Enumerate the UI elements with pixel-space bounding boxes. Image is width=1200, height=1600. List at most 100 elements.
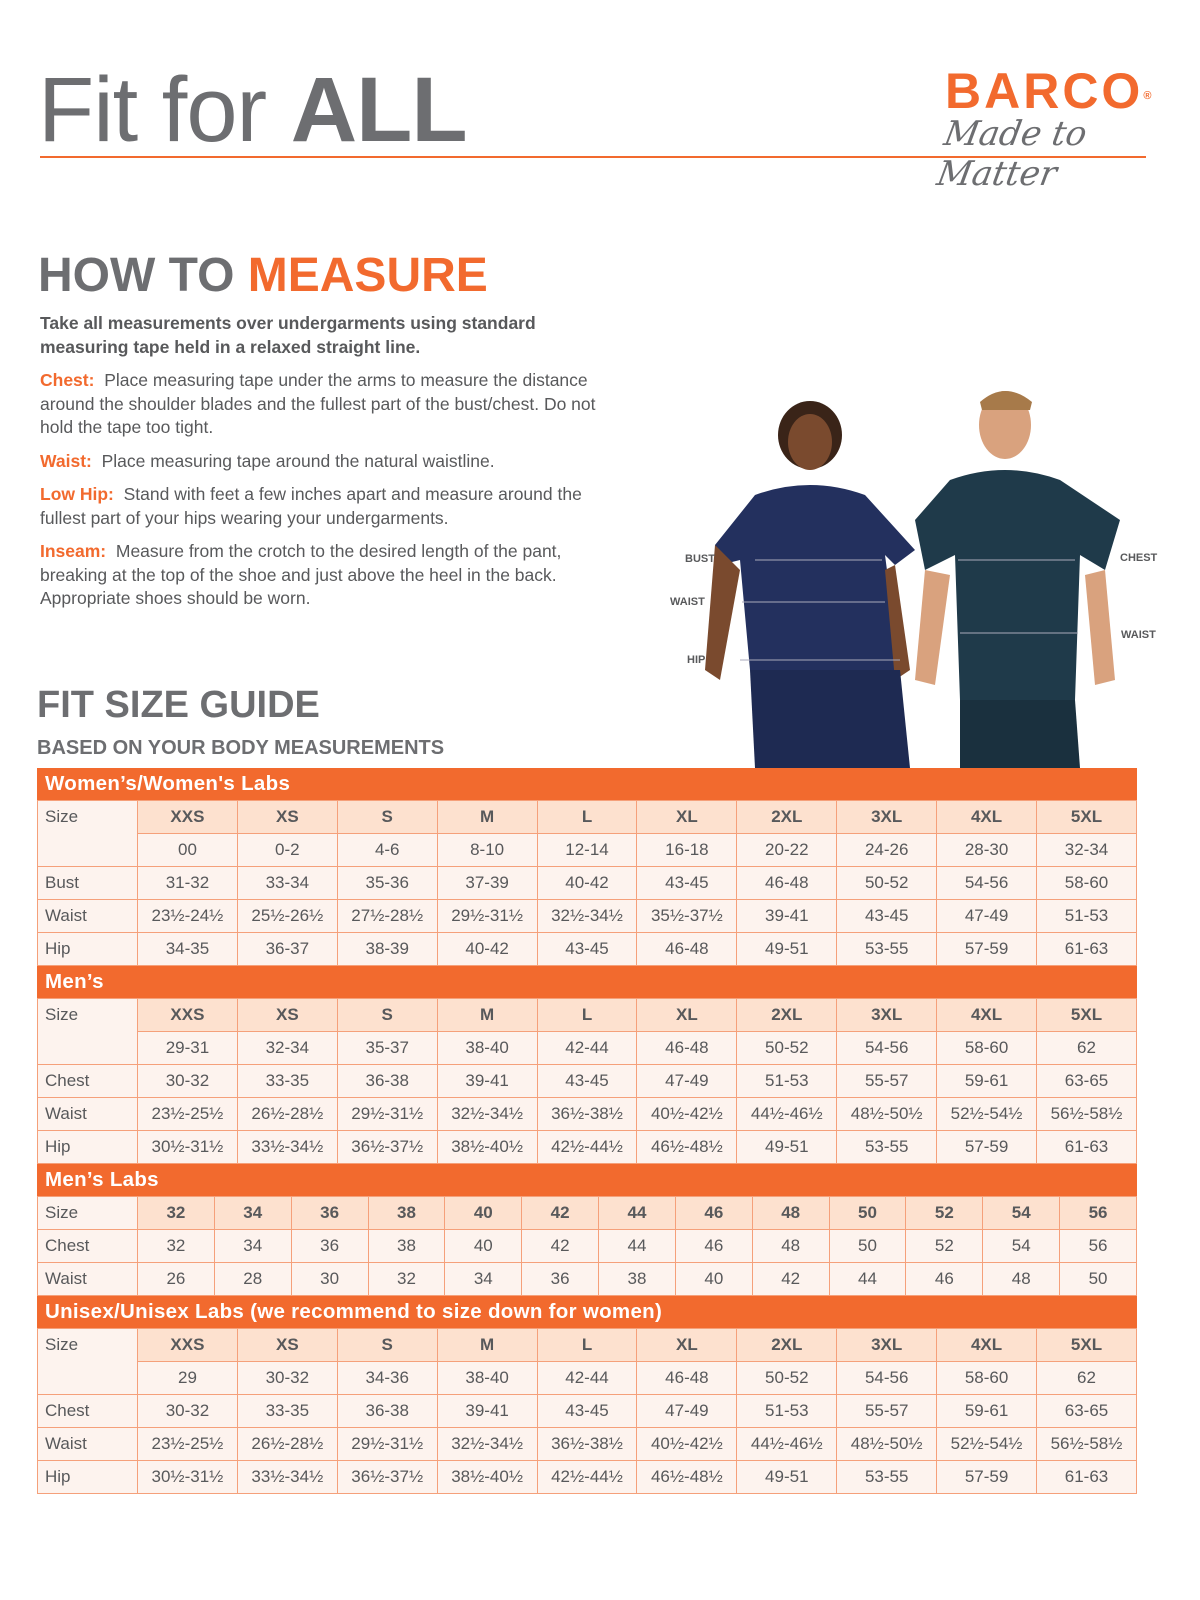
- measurement-cell: 43-45: [536, 932, 638, 966]
- measurement-cell: 49-51: [736, 1130, 838, 1164]
- instruction-key: Low Hip:: [40, 484, 114, 504]
- measurement-cell: 36: [290, 1229, 369, 1263]
- size-cell: 46: [674, 1196, 753, 1230]
- measurement-cell: 34-35: [137, 932, 238, 966]
- size-cell: 5XL: [1036, 1328, 1137, 1362]
- size-row: Size XXS XS S M L XL 2XL 3XL 4XL 5XL: [37, 998, 1137, 1065]
- measurement-cell: 46: [674, 1229, 753, 1263]
- size-cell: S: [336, 1328, 438, 1362]
- measurement-cell: 40: [444, 1229, 523, 1263]
- size-label: Size: [37, 1196, 138, 1230]
- measurement-cell: 26½-28½: [236, 1097, 338, 1131]
- size-number-cell: 4-6: [336, 833, 438, 867]
- size-number-cell: 62: [1036, 1031, 1137, 1065]
- size-cell: M: [436, 998, 538, 1032]
- fit-size-guide-subtitle: BASED ON YOUR BODY MEASUREMENTS: [37, 737, 445, 759]
- measurement-cell: 36½-38½: [536, 1427, 638, 1461]
- size-number-cell: 32-34: [236, 1031, 338, 1065]
- size-table-section: Women’s/Women's Labs Size XXS XS S M L XL 2XL 3XL…: [37, 768, 1137, 966]
- measurement-cell: 57-59: [936, 1460, 1038, 1494]
- size-number-cell: 46-48: [636, 1361, 738, 1395]
- row-label: Hip: [37, 932, 138, 966]
- measurement-cell: 26: [137, 1262, 215, 1296]
- measurement-cell: 48: [982, 1262, 1061, 1296]
- measurement-row: Bust 31-32 33-34 35-36 37-39 40-42 43-45 46-48 5…: [37, 866, 1137, 900]
- heading-gray: HOW TO: [38, 249, 248, 302]
- measurement-row: Waist 23½-25½ 26½-28½ 29½-31½ 32½-34½ 36½-38½…: [37, 1097, 1137, 1131]
- measurement-cell: 43-45: [636, 866, 738, 900]
- measurement-cell: 39-41: [736, 899, 838, 933]
- measurement-cell: 52½-54½: [936, 1097, 1038, 1131]
- measurement-cell: 40½-42½: [636, 1097, 738, 1131]
- measurement-cell: 34: [444, 1262, 523, 1296]
- measurement-cell: 51-53: [736, 1394, 838, 1428]
- size-cell: 4XL: [936, 800, 1038, 834]
- measurement-cell: 32: [137, 1229, 215, 1263]
- size-cell: XS: [236, 1328, 338, 1362]
- measurement-row: Chest 30-32 33-35 36-38 39-41 43-45 47-49 51-53…: [37, 1064, 1137, 1098]
- size-table: Size XXS XS S M L XL 2XL 3XL 4XL 5XL 00 0-2 4-6 8-10 12…: [37, 800, 1137, 966]
- measurement-row: Hip 34-35 36-37 38-39 40-42 43-45 46-48 49-51 53…: [37, 932, 1137, 966]
- size-cell: M: [436, 800, 538, 834]
- size-number-cell: 28-30: [936, 833, 1038, 867]
- size-table: Size XXS XS S M L XL 2XL 3XL 4XL 5XL 29 30-32 34-36 38…: [37, 1328, 1137, 1494]
- size-number-cell: 30-32: [236, 1361, 338, 1395]
- size-number-cell: 58-60: [936, 1361, 1038, 1395]
- measurement-cell: 28: [213, 1262, 292, 1296]
- models-illustration: [705, 391, 1120, 768]
- measurement-cell: 61-63: [1036, 1460, 1137, 1494]
- size-cell: 4XL: [936, 998, 1038, 1032]
- size-cell: 4XL: [936, 1328, 1038, 1362]
- measurement-cell: 56½-58½: [1036, 1427, 1137, 1461]
- waist-label-women: WAIST: [670, 596, 705, 608]
- measurement-cell: 59-61: [936, 1394, 1038, 1428]
- measurement-cell: 33½-34½: [236, 1460, 338, 1494]
- size-cell: 3XL: [836, 998, 938, 1032]
- measurement-cell: 50: [1059, 1262, 1137, 1296]
- size-tables: Women’s/Women's Labs Size XXS XS S M L XL 2XL 3XL…: [37, 768, 1137, 1494]
- size-cell: 5XL: [1036, 800, 1137, 834]
- measurement-cell: 53-55: [836, 932, 938, 966]
- measurement-cell: 36-38: [336, 1064, 438, 1098]
- measurement-cell: 61-63: [1036, 932, 1137, 966]
- size-number-row: 29 30-32 34-36 38-40 42-44 46-48 50-52 54-56 58-…: [38, 1361, 1137, 1395]
- size-cell: 48: [751, 1196, 830, 1230]
- measurement-cell: 32½-34½: [436, 1097, 538, 1131]
- size-number-cell: 24-26: [836, 833, 938, 867]
- size-number-cell: 35-37: [336, 1031, 438, 1065]
- measurement-cell: 30½-31½: [137, 1130, 238, 1164]
- size-cell: 2XL: [736, 998, 838, 1032]
- measurement-cell: 37-39: [436, 866, 538, 900]
- row-label: Chest: [37, 1394, 138, 1428]
- size-number-cell: 54-56: [836, 1031, 938, 1065]
- instruction-text: Stand with feet a few inches apart and m…: [40, 484, 582, 528]
- measurement-cell: 58-60: [1036, 866, 1137, 900]
- measurement-cell: 46: [905, 1262, 984, 1296]
- section-header: Unisex/Unisex Labs (we recommend to size…: [37, 1296, 1137, 1328]
- measurement-cell: 23½-25½: [137, 1427, 238, 1461]
- size-cell: 3XL: [836, 1328, 938, 1362]
- size-cell: M: [436, 1328, 538, 1362]
- measurement-cell: 54: [982, 1229, 1061, 1263]
- measurement-cell: 32½-34½: [436, 1427, 538, 1461]
- size-number-cell: 50-52: [736, 1361, 838, 1395]
- measurement-row: Waist 23½-25½ 26½-28½ 29½-31½ 32½-34½ 36½-38½…: [37, 1427, 1137, 1461]
- size-number-cell: 46-48: [636, 1031, 738, 1065]
- measurement-cell: 47-49: [936, 899, 1038, 933]
- logo-registered: ®: [1143, 90, 1155, 102]
- size-table: Size XXS XS S M L XL 2XL 3XL 4XL 5XL 29-31 32-34 35-3…: [37, 998, 1137, 1164]
- measurement-cell: 27½-28½: [336, 899, 438, 933]
- measurement-cell: 56½-58½: [1036, 1097, 1137, 1131]
- measurement-cell: 47-49: [636, 1394, 738, 1428]
- instructions-lead: Take all measurements over undergarments…: [40, 313, 536, 357]
- size-number-cell: 29-31: [137, 1031, 238, 1065]
- measurement-cell: 63-65: [1036, 1394, 1137, 1428]
- measurement-cell: 44½-46½: [736, 1097, 838, 1131]
- size-table-section: Unisex/Unisex Labs (we recommend to size…: [37, 1296, 1137, 1494]
- measurement-cell: 46-48: [736, 866, 838, 900]
- measurement-cell: 36-37: [236, 932, 338, 966]
- measurement-row: Hip 30½-31½ 33½-34½ 36½-37½ 38½-40½ 42½-44½ 46…: [37, 1460, 1137, 1494]
- instruction-inseam: Inseam: Measure from the crotch to the d…: [40, 540, 610, 611]
- size-cell: 50: [828, 1196, 907, 1230]
- measurement-cell: 30-32: [137, 1064, 238, 1098]
